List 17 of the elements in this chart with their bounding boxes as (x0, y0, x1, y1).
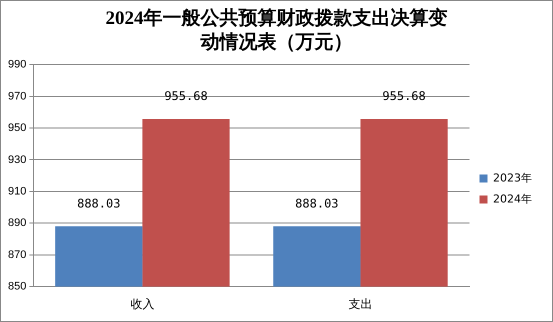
legend-label: 2023年 (493, 171, 532, 184)
legend-label: 2024年 (493, 192, 532, 206)
data-label: 888.03 (295, 196, 339, 210)
data-label: 888.03 (77, 196, 120, 210)
x-tick-label: 支出 (348, 297, 372, 312)
data-label: 955.68 (164, 89, 208, 104)
y-tick-label: 890 (8, 217, 26, 230)
y-tick-label: 990 (8, 58, 26, 71)
y-tick-label: 910 (8, 185, 26, 198)
y-tick-label: 970 (8, 90, 26, 102)
data-label: 955.68 (382, 89, 426, 104)
x-tick-label: 收入 (130, 297, 154, 312)
y-tick-label: 850 (8, 280, 26, 293)
y-tick-label: 950 (8, 122, 26, 134)
chart-title: 2024年一般公共预算财政拨款支出决算变动情况表（万元） (104, 7, 448, 55)
y-tick-label: 930 (8, 154, 26, 166)
y-tick-label: 870 (8, 248, 26, 261)
